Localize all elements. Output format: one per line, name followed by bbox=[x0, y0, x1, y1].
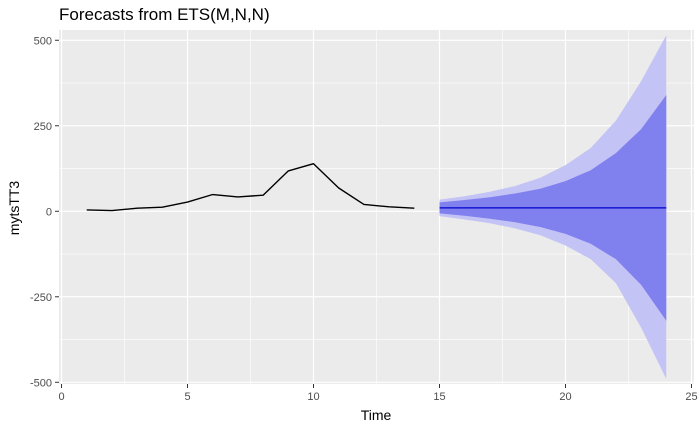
x-tick-label: 15 bbox=[433, 391, 445, 403]
y-tick-label: -500 bbox=[30, 377, 52, 389]
chart-title: Forecasts from ETS(M,N,N) bbox=[59, 5, 270, 24]
x-tick-label: 5 bbox=[184, 391, 190, 403]
x-tick-label: 20 bbox=[559, 391, 571, 403]
x-axis-title: Time bbox=[361, 407, 392, 423]
major-gridlines bbox=[59, 30, 694, 384]
y-axis-title: mytsTT3 bbox=[6, 181, 22, 236]
x-tick-label: 25 bbox=[685, 391, 697, 403]
x-axis: 0 5 10 15 20 25 bbox=[58, 384, 698, 403]
x-tick-label: 10 bbox=[307, 391, 319, 403]
observed-line bbox=[86, 163, 415, 212]
y-tick-label: 500 bbox=[34, 35, 52, 47]
y-tick-label: 250 bbox=[34, 121, 52, 133]
y-axis: -500 -250 0 250 500 bbox=[30, 35, 59, 389]
y-tick-label: -250 bbox=[30, 292, 52, 304]
series-lines bbox=[86, 163, 667, 212]
x-tick-label: 0 bbox=[58, 391, 64, 403]
y-tick-label: 0 bbox=[46, 206, 52, 218]
